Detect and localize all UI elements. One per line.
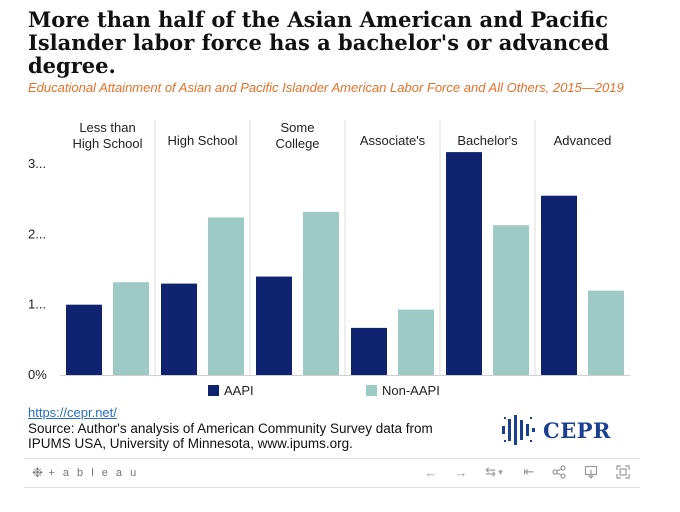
legend-label-aapi: AAPI — [224, 383, 254, 398]
y-tick-label: 1... — [28, 297, 46, 312]
bar-non-aapi — [493, 225, 529, 375]
chart-title: More than half of the Asian American and… — [28, 7, 609, 78]
category-label: High School — [167, 133, 237, 148]
bar-aapi — [541, 195, 577, 375]
category-label: College — [275, 136, 319, 151]
cepr-logo[interactable]: CEPR — [500, 413, 611, 447]
category-label: Some — [281, 120, 315, 135]
tableau-toolbar: ❉ + a b l e a u ← → ⇆ ▾ ⇤ — [24, 458, 640, 488]
source-link[interactable]: https://cepr.net/ — [28, 405, 117, 420]
legend-label-non-aapi: Non-AAPI — [382, 383, 440, 398]
category-label: High School — [72, 136, 142, 151]
category-label: Associate's — [360, 133, 426, 148]
bar-aapi — [351, 327, 387, 375]
legend-swatch-non-aapi — [366, 385, 377, 396]
category-label: Advanced — [554, 133, 612, 148]
share-icon[interactable] — [550, 463, 568, 481]
cepr-logo-icon — [502, 415, 535, 445]
bar-non-aapi — [113, 282, 149, 375]
source-text: Source: Author's analysis of American Co… — [28, 421, 433, 451]
bar-non-aapi — [208, 217, 244, 375]
bar-aapi — [256, 276, 292, 375]
bar-aapi — [66, 304, 102, 375]
undo-icon[interactable]: ← — [424, 464, 438, 480]
redo-icon[interactable]: → — [454, 464, 468, 480]
tableau-logo-icon: ❉ — [32, 465, 46, 480]
bar-non-aapi — [588, 290, 624, 375]
y-tick-label: 3... — [28, 156, 46, 171]
category-label: Bachelor's — [457, 133, 518, 148]
fullscreen-icon[interactable] — [614, 463, 632, 481]
chart-subtitle: Educational Attainment of Asian and Paci… — [28, 80, 624, 95]
reset-icon[interactable]: ⇤ — [523, 464, 535, 479]
legend-swatch-aapi — [208, 385, 219, 396]
cepr-logo-text: CEPR — [543, 417, 611, 443]
tableau-brand[interactable]: ❉ + a b l e a u — [32, 465, 139, 481]
tableau-brand-label: + a b l e a u — [48, 467, 139, 479]
bar-aapi — [446, 152, 482, 375]
bar-non-aapi — [303, 211, 339, 375]
legend-item-non-aapi[interactable]: Non-AAPI — [366, 383, 440, 398]
legend-item-aapi[interactable]: AAPI — [208, 383, 254, 398]
bar-aapi — [161, 283, 197, 375]
bar-non-aapi — [398, 309, 434, 375]
y-tick-label: 0% — [28, 367, 47, 380]
revert-icon[interactable]: ⇆ ▾ — [485, 464, 503, 479]
category-label: Less than — [79, 120, 135, 135]
y-tick-label: 2... — [28, 226, 46, 241]
legend: AAPI Non-AAPI — [0, 383, 680, 403]
download-icon[interactable] — [582, 463, 600, 481]
